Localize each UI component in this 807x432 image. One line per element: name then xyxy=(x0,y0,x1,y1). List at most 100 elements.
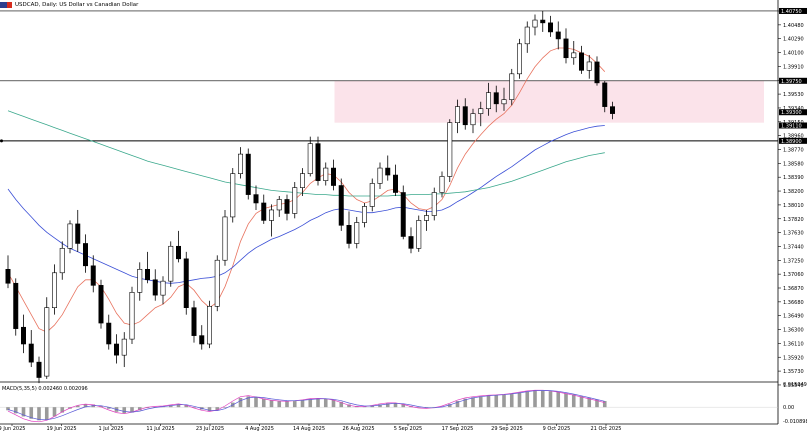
candle-body[interactable] xyxy=(439,176,445,193)
candle-body[interactable] xyxy=(59,248,65,274)
candle-body[interactable] xyxy=(253,194,259,204)
candle-body[interactable] xyxy=(547,22,553,33)
candle-body[interactable] xyxy=(238,153,244,174)
candle-body[interactable] xyxy=(145,268,151,281)
price-tick-label: 1.40100 xyxy=(783,51,804,57)
candle-body[interactable] xyxy=(563,38,569,59)
macd-histogram-bar xyxy=(60,407,65,413)
candle-body[interactable] xyxy=(423,215,429,221)
candle-body[interactable] xyxy=(67,223,73,249)
candle-body[interactable] xyxy=(44,307,50,377)
candle-body[interactable] xyxy=(509,73,515,100)
macd-histogram-bar xyxy=(254,397,258,408)
price-tick-label: 1.37630 xyxy=(783,231,804,237)
candle-body[interactable] xyxy=(75,223,81,244)
candle-body[interactable] xyxy=(392,174,398,193)
candle-body[interactable] xyxy=(330,167,336,186)
candle-body[interactable] xyxy=(183,258,189,308)
price-tag xyxy=(779,109,807,116)
candle-body[interactable] xyxy=(5,268,11,284)
price-tick-label: 1.36300 xyxy=(783,328,804,334)
candle-body[interactable] xyxy=(602,82,608,107)
candle-body[interactable] xyxy=(284,199,290,214)
moving-average-line xyxy=(7,47,606,333)
candle-body[interactable] xyxy=(400,192,406,237)
candle-body[interactable] xyxy=(377,167,383,184)
candle-body[interactable] xyxy=(323,167,329,181)
candle-body[interactable] xyxy=(524,26,530,45)
candle-body[interactable] xyxy=(114,343,120,356)
candle-body[interactable] xyxy=(354,222,360,244)
candle-body[interactable] xyxy=(586,61,592,71)
candle-body[interactable] xyxy=(478,108,484,114)
candle-body[interactable] xyxy=(470,113,476,126)
candle-body[interactable] xyxy=(36,361,42,378)
candle-body[interactable] xyxy=(493,92,499,105)
candle-body[interactable] xyxy=(83,243,89,267)
candle-body[interactable] xyxy=(214,259,220,307)
candle-body[interactable] xyxy=(416,220,422,249)
candle-body[interactable] xyxy=(307,143,313,174)
candle-body[interactable] xyxy=(129,292,135,340)
candle-body[interactable] xyxy=(361,206,367,223)
candle-body[interactable] xyxy=(230,173,236,218)
candle-body[interactable] xyxy=(578,52,584,71)
candle-body[interactable] xyxy=(485,92,491,110)
candle-body[interactable] xyxy=(199,335,205,345)
candle-body[interactable] xyxy=(315,143,321,181)
time-tick-label: 9 Oct 2025 xyxy=(543,426,571,432)
candle-body[interactable] xyxy=(90,265,96,286)
candle-body[interactable] xyxy=(555,31,561,40)
candle-body[interactable] xyxy=(176,245,182,260)
macd-histogram-bar xyxy=(44,407,49,420)
candle-body[interactable] xyxy=(222,216,228,261)
candle-body[interactable] xyxy=(571,52,577,59)
candle-body[interactable] xyxy=(501,99,507,105)
macd-histogram-bar xyxy=(52,407,57,417)
candle-body[interactable] xyxy=(98,285,104,324)
candle-body[interactable] xyxy=(447,122,453,177)
candle-body[interactable] xyxy=(516,43,522,75)
candle-body[interactable] xyxy=(594,61,600,84)
price-tick-label: 1.35540 xyxy=(783,383,804,389)
candle-body[interactable] xyxy=(276,199,282,211)
candle-body[interactable] xyxy=(191,307,197,336)
candle-body[interactable] xyxy=(207,305,213,345)
candle-body[interactable] xyxy=(431,192,437,216)
candle-body[interactable] xyxy=(245,153,251,195)
candle-body[interactable] xyxy=(137,268,143,293)
price-tag-label: 1.39300 xyxy=(781,110,802,116)
candle-body[interactable] xyxy=(168,245,174,282)
macd-histogram-bar xyxy=(517,393,522,408)
candle-body[interactable] xyxy=(408,236,414,249)
candle-body[interactable] xyxy=(540,19,546,24)
price-tick-label: 1.38200 xyxy=(783,189,804,195)
candle-body[interactable] xyxy=(20,326,26,345)
candle-body[interactable] xyxy=(462,106,468,126)
candle-body[interactable] xyxy=(13,282,19,329)
macd-histogram-bar xyxy=(548,391,553,408)
candle-body[interactable] xyxy=(268,209,274,221)
macd-histogram-bar xyxy=(83,404,88,408)
candle-body[interactable] xyxy=(160,280,166,296)
candle-body[interactable] xyxy=(338,185,344,226)
macd-histogram-bar xyxy=(316,398,320,408)
candle-body[interactable] xyxy=(51,272,57,308)
candle-body[interactable] xyxy=(121,338,127,356)
candle-body[interactable] xyxy=(106,322,112,345)
candle-body[interactable] xyxy=(385,167,391,176)
candle-body[interactable] xyxy=(346,225,352,244)
candle-body[interactable] xyxy=(609,106,615,114)
candle-body[interactable] xyxy=(299,173,305,188)
price-tag-label: 1.40750 xyxy=(781,9,802,15)
candle-body[interactable] xyxy=(369,183,375,207)
candle-body[interactable] xyxy=(454,106,460,123)
supply-zone xyxy=(334,80,764,123)
candle-body[interactable] xyxy=(532,19,538,28)
candle-body[interactable] xyxy=(152,279,158,296)
candle-body[interactable] xyxy=(261,202,267,221)
candle-body[interactable] xyxy=(28,343,34,363)
candle-body[interactable] xyxy=(292,187,298,214)
macd-histogram-bar xyxy=(6,407,10,411)
